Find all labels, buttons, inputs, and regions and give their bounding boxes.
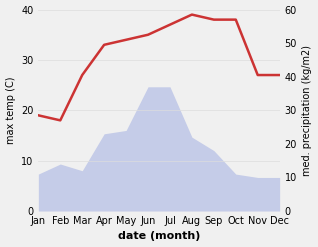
Y-axis label: max temp (C): max temp (C) xyxy=(5,77,16,144)
Y-axis label: med. precipitation (kg/m2): med. precipitation (kg/m2) xyxy=(302,45,313,176)
X-axis label: date (month): date (month) xyxy=(118,231,200,242)
